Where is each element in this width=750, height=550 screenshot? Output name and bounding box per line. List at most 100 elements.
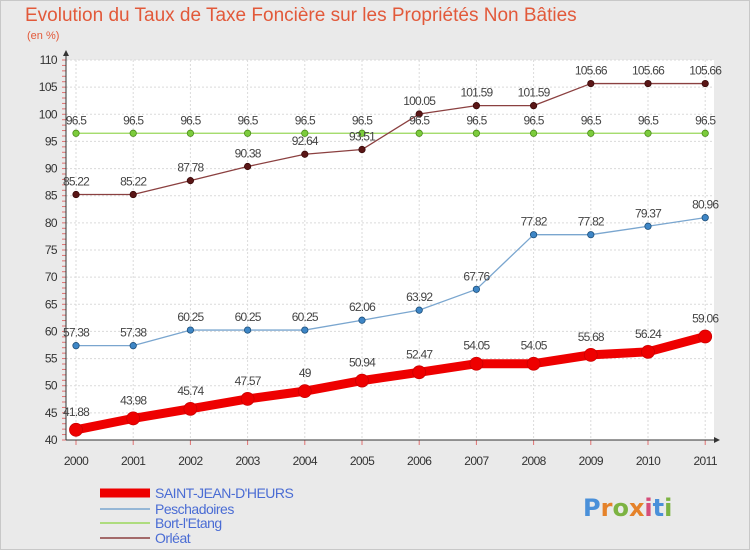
axes: 40 45 50 55 60 65 70 75 80 85 90 95 100 105 110 2000 200… — [39, 50, 720, 468]
data-label: 62.06 — [349, 300, 376, 314]
data-label: 105.66 — [575, 64, 608, 78]
x-tick-label: 2005 — [350, 454, 375, 468]
y-tick-label: 105 — [39, 80, 58, 94]
data-label: 100.05 — [403, 94, 436, 108]
data-label: 54.05 — [521, 339, 548, 353]
y-tick-label: 40 — [45, 433, 58, 447]
legend-label-3: Orléat — [155, 530, 191, 546]
series-line-1 — [75, 216, 706, 347]
data-point — [183, 401, 198, 416]
data-label: 101.59 — [518, 86, 551, 100]
data-point — [244, 129, 252, 137]
data-label: 85.22 — [63, 175, 90, 189]
data-label: 57.38 — [63, 326, 90, 340]
data-label: 55.68 — [578, 330, 605, 344]
legend-label-1: Peschadoires — [155, 501, 234, 517]
data-label: 79.37 — [635, 206, 662, 220]
data-label: 96.5 — [524, 113, 545, 127]
data-point — [529, 231, 538, 239]
data-point — [641, 344, 655, 359]
data-point — [129, 190, 137, 199]
data-point — [244, 162, 252, 171]
data-label: 77.82 — [578, 215, 605, 229]
x-tick-label: 2000 — [64, 454, 89, 468]
data-point — [587, 231, 595, 239]
x-tick-label: 2006 — [407, 454, 432, 468]
y-tick-label: 55 — [45, 352, 58, 366]
data-label: 67.76 — [463, 269, 490, 283]
data-point — [72, 190, 80, 199]
data-label: 96.5 — [695, 113, 716, 127]
data-label: 41.88 — [63, 405, 90, 419]
data-label: 105.66 — [632, 64, 665, 78]
logo-letter: i — [644, 494, 652, 522]
logo-letter: P — [583, 494, 601, 522]
data-label: 50.94 — [349, 356, 376, 370]
data-label: 96.5 — [66, 113, 87, 127]
data-label: 85.22 — [120, 175, 147, 189]
data-point — [358, 145, 366, 154]
data-labels: 41.88 43.98 45.74 47.57 49 50.94 52.47 54.05 54.… — [63, 64, 723, 419]
data-point — [358, 316, 366, 324]
data-label: 63.92 — [406, 290, 433, 304]
data-label: 59.06 — [692, 312, 719, 326]
data-point — [644, 79, 652, 88]
data-point — [240, 392, 255, 406]
data-point — [129, 342, 137, 350]
data-point — [701, 129, 709, 137]
data-point — [297, 384, 312, 399]
data-point — [186, 326, 194, 334]
data-label: 96.5 — [295, 113, 316, 127]
data-point — [587, 129, 595, 137]
data-point — [72, 342, 80, 350]
data-label: 60.25 — [235, 310, 262, 324]
data-point — [412, 365, 427, 380]
data-point — [355, 373, 369, 388]
x-axis-arrow — [714, 437, 720, 443]
logo-letter: t — [653, 494, 664, 522]
data-label: 90.38 — [235, 147, 262, 161]
data-point — [186, 129, 194, 137]
data-label: 60.25 — [177, 310, 204, 324]
data-point — [301, 129, 309, 137]
y-tick-label: 70 — [45, 270, 58, 284]
x-tick-label: 2010 — [636, 454, 661, 468]
data-point — [644, 129, 652, 137]
data-label: 105.66 — [689, 64, 722, 78]
x-tick-label: 2009 — [579, 454, 604, 468]
data-label: 96.5 — [352, 113, 373, 127]
logo-letter: r — [601, 494, 613, 522]
data-label: 77.82 — [521, 215, 548, 229]
logo-letter: i — [664, 494, 672, 522]
y-tick-label: 75 — [45, 243, 58, 257]
logo-letter: o — [612, 494, 629, 522]
data-point — [301, 150, 309, 158]
data-label: 92.64 — [292, 134, 319, 148]
data-point — [587, 79, 595, 88]
data-point — [529, 129, 538, 137]
data-point — [583, 347, 598, 362]
x-tick-label: 2001 — [121, 454, 146, 468]
data-label: 96.5 — [123, 113, 144, 127]
data-label: 96.5 — [180, 113, 201, 127]
y-tick-label: 60 — [45, 324, 58, 338]
data-label: 47.57 — [235, 374, 262, 388]
logo-text: Proxiti — [583, 494, 672, 522]
y-tick-label: 45 — [45, 406, 58, 420]
y-unit-label: (en %) — [27, 30, 60, 42]
y-tick-label: 65 — [45, 297, 58, 311]
data-point — [472, 129, 480, 137]
series-line-0 — [71, 332, 710, 435]
data-point — [698, 329, 713, 344]
logo-letter: x — [629, 494, 645, 522]
data-label: 101.59 — [460, 86, 493, 100]
series-lines — [69, 79, 713, 437]
data-point — [186, 177, 194, 185]
data-point — [126, 411, 141, 426]
legend-label-2: Bort-l'Etang — [155, 515, 222, 531]
data-label: 56.24 — [635, 327, 662, 341]
data-label: 93.51 — [349, 130, 376, 144]
data-point — [529, 102, 538, 110]
data-label: 96.5 — [409, 113, 430, 127]
series-line-3 — [75, 82, 706, 196]
